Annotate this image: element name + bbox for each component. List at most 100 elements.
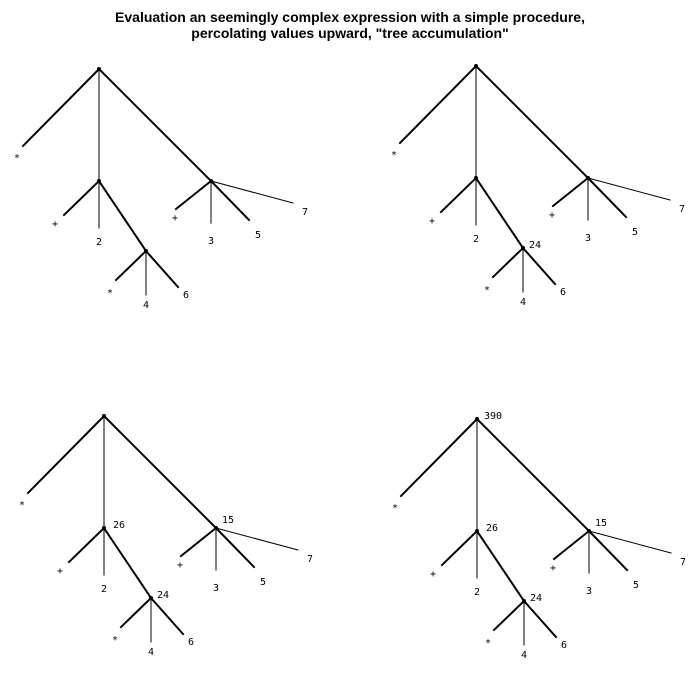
tree-edge <box>587 529 629 572</box>
tree-edge <box>114 249 148 282</box>
node-label-sum2-b: 5 <box>633 580 639 591</box>
node-label-sum2-op: + <box>550 563 556 574</box>
node-dot-root <box>475 417 479 421</box>
node-label-sum2-op: + <box>549 210 555 221</box>
node-value-sum2: 15 <box>595 518 607 529</box>
tree-edge <box>522 599 558 639</box>
node-label-sum2-c: 7 <box>680 557 686 568</box>
node-label-prod-op: * <box>485 638 491 649</box>
tree-edge <box>492 599 526 632</box>
node-label-sum1-op: + <box>52 219 58 230</box>
tree-edge <box>97 67 213 183</box>
tree-edge <box>587 177 671 201</box>
node-label-sum1-op: + <box>430 569 436 580</box>
node-label-prod-a: 4 <box>143 300 149 311</box>
tree-panel-3: +2 * 4 6 +3 5 7 * 26 24 15 <box>19 414 313 658</box>
tree-edge <box>440 529 479 567</box>
tree-edge <box>552 529 591 561</box>
tree-edge <box>215 527 299 551</box>
tree-edge <box>474 176 525 250</box>
node-label-prod-op: * <box>484 285 490 296</box>
node-label-root-op: * <box>14 153 20 164</box>
node-label-sum1-a: 2 <box>96 237 102 248</box>
node-label-sum2-a: 3 <box>586 586 592 597</box>
title-line-1: Evaluation an seemingly complex expressi… <box>115 9 585 25</box>
node-label-sum2-op: + <box>177 560 183 571</box>
node-dot-root <box>97 67 101 71</box>
node-label-prod-op: * <box>112 635 118 646</box>
tree-edge <box>399 417 479 498</box>
node-dot-root <box>474 64 478 68</box>
tree-edge <box>586 176 628 219</box>
tree-panel-1: +2 * 4 6 +3 5 7 * <box>14 67 308 311</box>
tree-edge <box>144 249 180 289</box>
node-dot-root <box>102 414 106 418</box>
node-label-sum1-a: 2 <box>474 587 480 598</box>
node-label-sum2-b: 5 <box>255 230 261 241</box>
tree-panel-4: +2 * 4 6 +3 5 7 * 390 26 24 15 <box>392 411 686 661</box>
node-dot-sum2 <box>586 176 590 180</box>
tree-edge <box>210 180 294 204</box>
node-dot-sum1 <box>474 176 478 180</box>
node-label-sum2-c: 7 <box>679 204 685 215</box>
node-value-sum1: 26 <box>486 523 498 534</box>
node-dot-prod <box>522 599 526 603</box>
tree-edge <box>174 179 213 211</box>
node-value-prod: 24 <box>157 590 169 601</box>
tree-edge <box>149 596 185 636</box>
tree-edge <box>97 179 148 253</box>
node-label-prod-b: 6 <box>561 640 567 651</box>
node-label-sum2-c: 7 <box>302 207 308 218</box>
tree-edge <box>588 530 672 554</box>
node-label-prod-b: 6 <box>560 287 566 298</box>
node-label-sum2-b: 5 <box>632 227 638 238</box>
node-dot-prod <box>144 249 148 253</box>
tree-edge <box>119 596 153 629</box>
node-value-prod: 24 <box>530 593 542 604</box>
title-line-2: percolating values upward, "tree accumul… <box>191 25 509 41</box>
tree-edge <box>67 526 106 564</box>
node-label-root-op: * <box>391 150 397 161</box>
node-label-sum2-c: 7 <box>307 554 313 565</box>
node-dot-sum2 <box>214 526 218 530</box>
node-label-prod-a: 4 <box>521 650 527 661</box>
node-label-prod-b: 6 <box>188 637 194 648</box>
node-label-sum2-a: 3 <box>208 236 214 247</box>
node-label-root-op: * <box>392 503 398 514</box>
tree-edge <box>551 176 590 208</box>
node-dot-prod <box>149 596 153 600</box>
node-label-sum1-op: + <box>429 216 435 227</box>
tree-edge <box>475 529 526 603</box>
node-label-sum1-op: + <box>57 566 63 577</box>
tree-edge <box>102 526 153 600</box>
tree-panel-2: +2 * 4 6 +3 5 7 * 24 <box>391 64 685 308</box>
node-value-sum1: 26 <box>113 520 125 531</box>
node-label-root-op: * <box>19 500 25 511</box>
node-label-prod-op: * <box>107 288 113 299</box>
node-value-prod: 24 <box>529 240 541 251</box>
diagram-title: Evaluation an seemingly complex expressi… <box>0 9 700 41</box>
node-label-sum2-a: 3 <box>585 233 591 244</box>
node-label-sum1-a: 2 <box>101 584 107 595</box>
node-label-prod-b: 6 <box>183 290 189 301</box>
node-label-prod-a: 4 <box>520 297 526 308</box>
node-value-sum2: 15 <box>222 515 234 526</box>
tree-edge <box>26 414 106 495</box>
node-label-sum2-b: 5 <box>260 577 266 588</box>
node-label-prod-a: 4 <box>148 647 154 658</box>
node-label-sum2-op: + <box>172 213 178 224</box>
node-dot-sum2 <box>587 529 591 533</box>
tree-edge <box>474 64 590 180</box>
tree-edge <box>102 414 218 530</box>
tree-edge <box>62 179 101 217</box>
tree-edge <box>214 526 256 569</box>
tree-edge <box>521 246 557 286</box>
tree-edge <box>491 246 525 279</box>
tree-edge <box>209 179 251 222</box>
node-dot-sum1 <box>475 529 479 533</box>
tree-edge <box>179 526 218 558</box>
tree-edge <box>475 417 591 533</box>
node-label-sum1-a: 2 <box>473 234 479 245</box>
node-value-root: 390 <box>484 411 502 422</box>
